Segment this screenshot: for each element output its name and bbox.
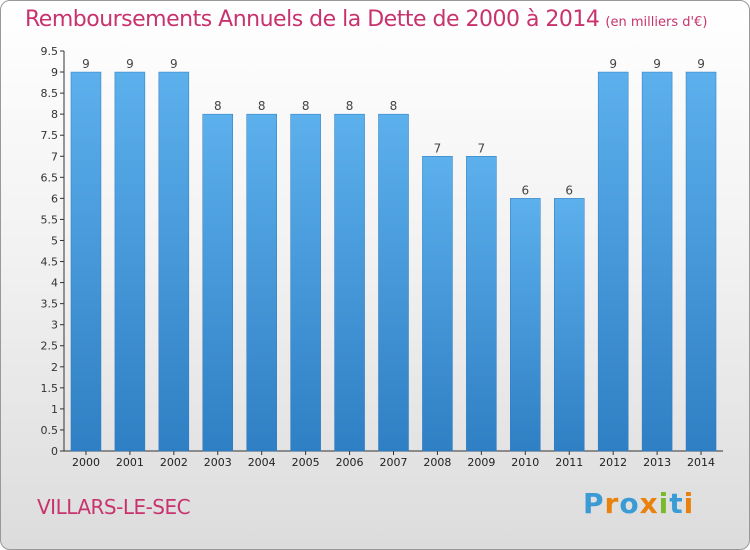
logo-letter: x <box>639 487 659 520</box>
value-label-2008: 7 <box>434 141 442 155</box>
y-tick-label: 7 <box>51 150 58 163</box>
x-tick-label-2013: 2013 <box>643 456 671 469</box>
y-tick-label: 8 <box>51 108 58 121</box>
y-tick-label: 6.5 <box>41 171 59 184</box>
logo-letter: o <box>619 487 640 520</box>
value-label-2012: 9 <box>609 57 617 71</box>
y-tick-label: 4 <box>51 277 58 290</box>
x-tick-label-2000: 2000 <box>72 456 100 469</box>
chart-title-text: Remboursements Annuels de la Dette de 20… <box>25 7 600 32</box>
bar-2007 <box>378 113 409 452</box>
chart-bars: 9 9 9 8 8 8 8 8 7 7 6 6 9 9 9 <box>70 57 717 452</box>
logo-letter: P <box>583 487 605 520</box>
value-label-2000: 9 <box>82 57 90 71</box>
bar-2001 <box>114 71 146 452</box>
proxiti-logo: Proxiti <box>583 487 694 520</box>
bar-2009 <box>466 156 497 452</box>
bar-2000 <box>70 71 102 452</box>
value-label-2001: 9 <box>126 57 134 71</box>
bar-2002 <box>158 71 190 452</box>
bar-2008 <box>422 156 453 452</box>
x-tick-label-2008: 2008 <box>423 456 451 469</box>
x-tick-label-2004: 2004 <box>248 456 276 469</box>
x-tick-label-2003: 2003 <box>204 456 232 469</box>
value-label-2002: 9 <box>170 57 178 71</box>
value-label-2009: 7 <box>478 141 486 155</box>
value-label-2007: 8 <box>390 99 398 113</box>
bar-2011 <box>553 198 585 452</box>
x-tick-label-2009: 2009 <box>467 456 495 469</box>
y-tick-label: 8.5 <box>41 87 59 100</box>
y-tick-label: 3 <box>51 319 58 332</box>
y-tick-label: 9 <box>51 66 58 79</box>
logo-letter: i <box>658 487 670 520</box>
x-tick-label-2005: 2005 <box>292 456 320 469</box>
y-tick-label: 2 <box>51 361 58 374</box>
value-label-2004: 8 <box>258 99 266 113</box>
bar-2010 <box>510 198 541 452</box>
x-tick-label-2012: 2012 <box>599 456 627 469</box>
y-tick-label: 1 <box>51 403 58 416</box>
x-tick-label-2006: 2006 <box>336 456 364 469</box>
chart-unit: (en milliers d'€) <box>605 15 708 30</box>
logo-letter: r <box>604 487 620 520</box>
y-tick-label: 0 <box>51 445 58 458</box>
chart-title: Remboursements Annuels de la Dette de 20… <box>25 7 707 32</box>
x-tick-label-2014: 2014 <box>687 456 715 469</box>
y-tick-label: 4.5 <box>41 256 59 269</box>
y-tick-label: 5.5 <box>41 213 59 226</box>
value-label-2003: 8 <box>214 99 222 113</box>
y-tick-label: 5 <box>51 234 58 247</box>
bar-2005 <box>290 113 321 452</box>
x-tick-label-2010: 2010 <box>511 456 539 469</box>
y-tick-label: 2.5 <box>41 340 59 353</box>
value-label-2005: 8 <box>302 99 310 113</box>
logo-letter: i <box>683 487 695 520</box>
x-tick-label-2001: 2001 <box>116 456 144 469</box>
bar-2013 <box>641 71 673 452</box>
value-label-2011: 6 <box>565 183 573 197</box>
y-tick-label: 3.5 <box>41 298 59 311</box>
x-tick-label-2007: 2007 <box>380 456 408 469</box>
logo-letter: t <box>669 487 684 520</box>
bar-2012 <box>597 71 629 452</box>
y-tick-label: 9.5 <box>41 45 59 58</box>
bar-2003 <box>202 113 234 452</box>
bar-2004 <box>246 113 277 452</box>
x-tick-label-2011: 2011 <box>555 456 583 469</box>
value-label-2006: 8 <box>346 99 354 113</box>
y-tick-label: 1.5 <box>41 382 59 395</box>
y-tick-label: 0.5 <box>41 424 59 437</box>
bar-2006 <box>334 113 365 452</box>
x-tick-label-2002: 2002 <box>160 456 188 469</box>
bar-2014 <box>685 71 717 452</box>
value-label-2010: 6 <box>521 183 529 197</box>
chart-axes: 0 0.5 1 1.5 2 2.5 3 3.5 4 4.5 5 5.5 6 6.5 7 7.5 8 8.5 9 9.5… <box>41 45 723 469</box>
value-label-2013: 9 <box>653 57 661 71</box>
y-tick-label: 7.5 <box>41 129 59 142</box>
value-label-2014: 9 <box>697 57 705 71</box>
commune-name: VILLARS-LE-SEC <box>37 495 191 519</box>
y-tick-label: 6 <box>51 192 58 205</box>
